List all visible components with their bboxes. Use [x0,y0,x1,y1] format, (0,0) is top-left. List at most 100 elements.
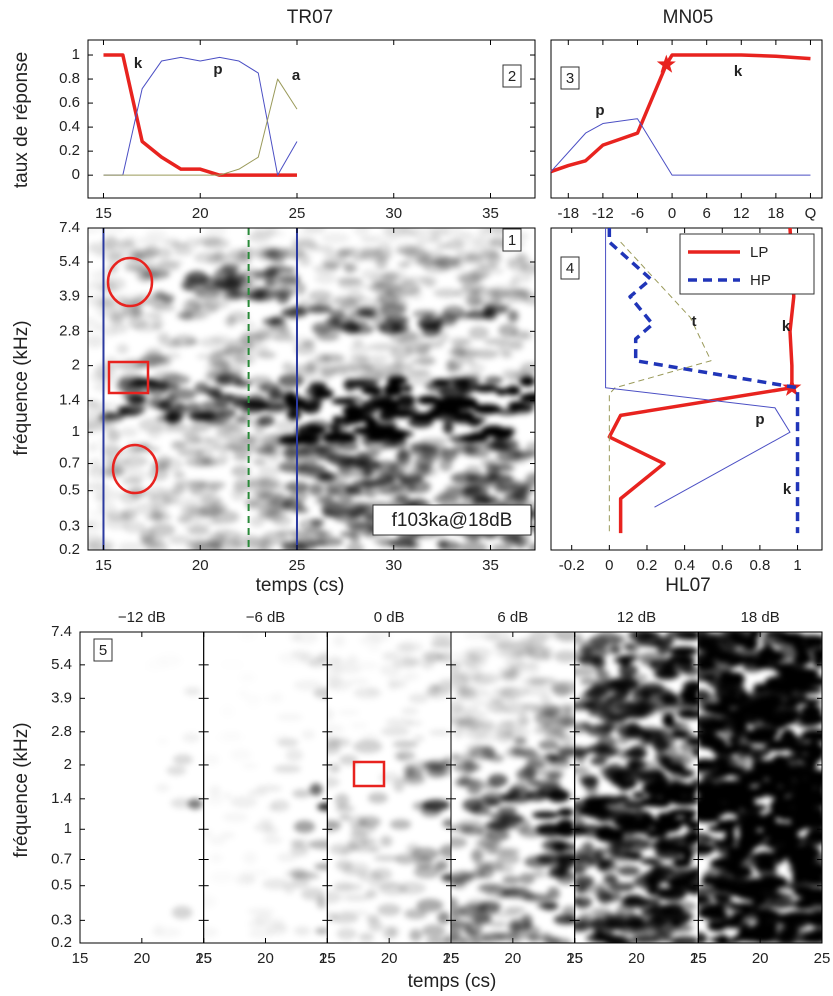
spectrogram-blob [382,439,398,449]
spectrogram-blob [703,719,719,729]
spectrogram-blob [792,846,821,858]
spectrogram-blob [491,686,514,696]
spectrogram-blob [418,353,435,367]
spectrogram-blob [168,388,197,401]
spectrogram-blob [142,269,171,280]
spectrogram-blob [292,305,306,313]
y-tick-label: 7.4 [51,623,72,640]
spectrogram-blob [103,236,119,250]
spectrogram-blob [94,321,116,332]
spectrogram-blob [616,736,630,745]
spectrogram-blob [184,237,200,250]
x-tick-label: 20 [257,950,274,967]
x-tick-label: 0 [668,205,676,222]
spectrogram-blob [249,375,273,385]
spectrogram-blob [242,763,259,769]
spectrogram-blob [815,732,822,743]
spectrogram-blob [252,457,267,466]
spectrogram-blob [553,650,575,663]
x-tick-label: 20 [628,950,645,967]
spectrogram-blob [240,407,263,414]
spectrogram-blob [177,448,205,457]
spectrogram-blob [750,689,779,698]
spectrogram-blob [489,237,506,248]
spectrogram-blob [492,439,506,451]
spectrogram-blob [187,798,203,810]
spectrogram-blob [506,718,532,726]
spectrogram-blob [531,869,546,879]
x-tick-label: 30 [385,557,402,574]
spectrogram-blob [209,785,222,798]
spectrogram-blob [346,487,363,496]
x-tick-label: Q [805,205,817,222]
spectrogram-blob [327,421,351,431]
spectrogram-blob [313,264,339,274]
spectrogram-blob [811,775,822,788]
spectrogram-blob [171,334,198,347]
spectrogram-blobs [451,632,575,943]
spectrogram-blob [210,393,236,400]
x-axis-label: HL07 [665,575,710,596]
spectrogram-blob [788,743,811,755]
series-label: k [134,55,143,72]
spectrogram-blobs [115,671,203,920]
y-tick-label: 1 [72,46,80,63]
spectrogram-blob [738,926,759,933]
spectrogram-blob [305,386,328,397]
spectrogram-blob [479,719,495,729]
spectrogram-blob [88,519,105,532]
spectrogram-blob [639,813,656,827]
spectrogram-blob [773,664,798,674]
spectrogram-blob [273,764,302,773]
spectrogram-blob [442,422,454,433]
subplot-title: −12 dB [118,609,166,626]
spectrogram-blob [377,296,408,307]
spectrogram-blob [593,912,612,922]
x-tick-label: 25 [566,950,583,967]
spectrogram-blob [439,844,452,859]
spectrogram-blob [133,502,160,516]
spectrogram-blob [672,656,696,665]
spectrogram-blob [208,421,226,428]
x-tick-label: -0.2 [559,557,585,574]
spectrogram-blob [129,492,159,499]
spectrogram-blob [438,386,467,399]
spectrogram-blob [267,388,297,401]
spectrogram-blob [240,874,256,883]
spectrogram-blob [203,408,224,423]
spectrogram-blob [702,772,721,783]
spectrogram-blob [456,401,480,410]
spectrogram-blob [93,382,111,392]
chart-title: TR07 [287,7,333,28]
spectrogram-blob [670,936,699,943]
y-tick-label: 0.2 [59,142,80,159]
series-label: p [755,411,764,428]
spectrogram-blob [574,749,585,758]
panel-label-box [502,64,522,88]
spectrogram-blob [385,717,414,727]
spectrogram-blob [522,750,540,761]
spectrogram-blob [105,277,126,291]
subplot-title: −6 dB [246,609,286,626]
spectrogram-blob [263,279,277,288]
spectrogram-blob [103,419,116,433]
spectrogram-blob [308,397,323,408]
y-tick-label: 3.9 [51,689,72,706]
spectrogram-blob [448,434,463,443]
spectrogram-blob [616,701,639,712]
spectrogram-blob [379,272,400,282]
spectrogram-blob [277,737,299,748]
spectrogram-blob [293,926,311,936]
spectrogram-blob [741,746,771,759]
data-line [103,78,298,176]
spectrogram-blob [451,671,465,684]
spectrogram-blob [792,868,807,883]
spectrogram-blob [107,466,129,477]
spectrogram-blob [304,235,318,243]
spectrogram-blob [649,659,676,672]
spectrogram-blob [574,875,595,888]
spectrogram-blob [161,294,175,303]
spectrogram-blob [793,765,805,772]
spectrogram-blob [412,309,439,319]
spectrogram-blob [115,671,139,678]
